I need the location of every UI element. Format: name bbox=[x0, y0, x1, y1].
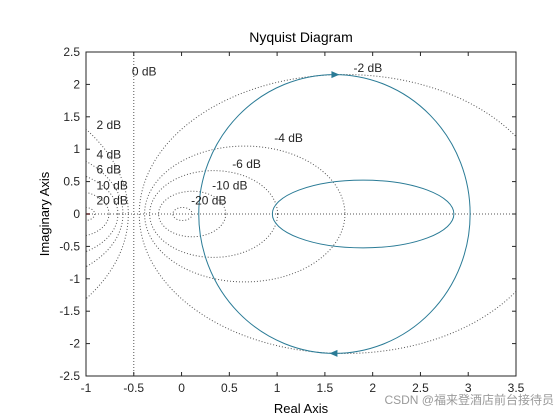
db-contour-label: -10 dB bbox=[212, 178, 247, 192]
db-contour-label: -20 dB bbox=[191, 193, 226, 207]
plot-area bbox=[86, 52, 516, 376]
y-tick-label: -0.5 bbox=[59, 239, 80, 253]
y-tick-label: 0 bbox=[73, 207, 80, 221]
x-axis-label: Real Axis bbox=[274, 401, 329, 416]
y-tick-label: 1.5 bbox=[63, 110, 80, 124]
db-contour-label: 10 dB bbox=[97, 178, 128, 192]
db-contour-circle bbox=[86, 128, 129, 300]
series-layer bbox=[86, 71, 471, 357]
y-tick-label: 2.5 bbox=[63, 45, 80, 59]
db-contour-label: -2 dB bbox=[354, 61, 383, 75]
db-contour-label: -4 dB bbox=[274, 131, 303, 145]
watermark: CSDN @福来登酒店前台接待员 bbox=[384, 392, 554, 407]
x-tick-label: 2.5 bbox=[412, 381, 429, 395]
db-contour-label: 4 dB bbox=[97, 147, 122, 161]
db-contour-label: 0 dB bbox=[132, 64, 157, 78]
x-tick-label: 3.5 bbox=[508, 381, 525, 395]
y-tick-label: -1.5 bbox=[59, 304, 80, 318]
db-grid bbox=[86, 52, 516, 376]
x-tick-label: 0.5 bbox=[221, 381, 238, 395]
x-tick-label: 2 bbox=[369, 381, 376, 395]
db-contour-circle bbox=[86, 175, 119, 253]
db-contour-circle bbox=[86, 160, 124, 268]
chart-title: Nyquist Diagram bbox=[249, 29, 352, 45]
y-axis-label: Imaginary Axis bbox=[37, 171, 52, 256]
db-contour-circle bbox=[86, 191, 110, 237]
y-tick-label: 1 bbox=[73, 142, 80, 156]
db-contour-circle bbox=[149, 170, 279, 258]
y-tick-label: -2.5 bbox=[59, 369, 80, 383]
db-contour-circle bbox=[86, 206, 96, 222]
nyquist-inner-loop bbox=[271, 179, 455, 249]
y-tick-label: 2 bbox=[73, 77, 80, 91]
x-tick-label: 3 bbox=[465, 381, 472, 395]
x-tick-label: 0 bbox=[178, 381, 185, 395]
db-contour-circle bbox=[144, 145, 346, 283]
db-contour-label: 2 dB bbox=[97, 118, 122, 132]
direction-arrow-icon bbox=[331, 71, 340, 79]
db-contour-circle bbox=[172, 206, 193, 222]
y-tick-label: 0.5 bbox=[63, 175, 80, 189]
direction-arrow-icon bbox=[329, 349, 338, 357]
db-contour-label: 20 dB bbox=[97, 193, 128, 207]
x-tick-label: -1 bbox=[81, 381, 92, 395]
y-tick-label: -2 bbox=[69, 337, 80, 351]
db-contour-circle bbox=[158, 190, 227, 238]
tick-layer: -1 -0.5 0 0.5 1 1.5 2 2.5 3 3.5 2.5 2 1.5 1 0.5 0 -0.5 -1… bbox=[59, 45, 524, 395]
x-tick-label: -0.5 bbox=[123, 381, 144, 395]
db-label-layer: 0 dB -2 dB -4 dB -6 dB -10 dB-20 dB 2 dB 4 dB6… bbox=[97, 61, 383, 207]
x-tick-label: 1 bbox=[274, 381, 281, 395]
db-contour-label: -6 dB bbox=[232, 157, 261, 171]
y-tick-label: -1 bbox=[69, 272, 80, 286]
x-tick-label: 1.5 bbox=[317, 381, 334, 395]
db-contour-label: 6 dB bbox=[97, 162, 122, 176]
